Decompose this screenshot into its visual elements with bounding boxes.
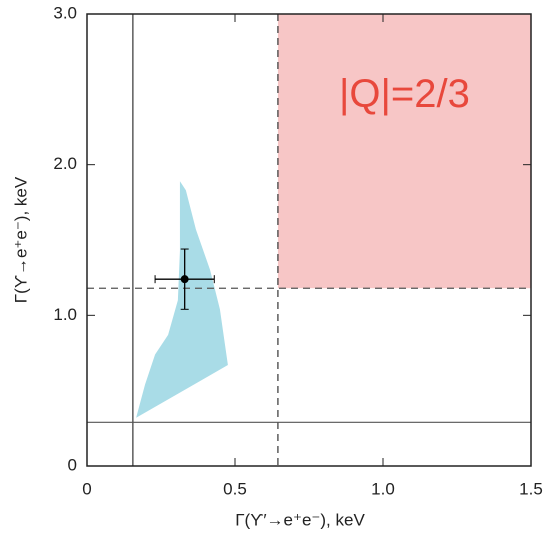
region-label: |Q|=2/3 xyxy=(339,72,470,116)
data-point xyxy=(180,275,189,284)
x-tick-label: 1.0 xyxy=(371,479,395,498)
x-tick-label: 1.5 xyxy=(519,479,543,498)
x-axis-label: Γ(ϒ′→e⁺e⁻), keV xyxy=(235,510,365,529)
y-tick-label: 2.0 xyxy=(53,154,77,173)
allowed-band xyxy=(136,181,228,418)
x-tick-label: 0.5 xyxy=(223,479,247,498)
y-tick-label: 0 xyxy=(68,455,77,474)
x-tick-label: 0 xyxy=(82,479,91,498)
plot-frame xyxy=(86,13,532,467)
y-tick-label: 3.0 xyxy=(53,3,77,22)
y-tick-label: 1.0 xyxy=(53,305,77,324)
region xyxy=(277,14,531,289)
y-axis-label: Γ(ϒ→e⁺e⁻), keV xyxy=(11,176,30,303)
